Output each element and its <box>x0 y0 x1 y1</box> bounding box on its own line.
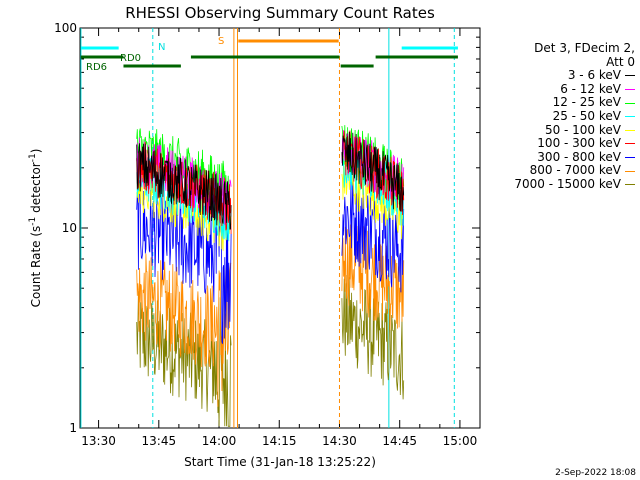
legend-label: 12 - 25 keV <box>552 95 621 110</box>
x-tick-label: 14:00 <box>202 434 237 448</box>
series-line-5 <box>341 130 405 216</box>
legend-header-line1: Det 3, FDecim 2, <box>534 41 635 55</box>
series-line-6 <box>341 177 405 293</box>
legend-entry: 3 - 6 keV <box>495 69 635 83</box>
x-tick-label: 14:30 <box>322 434 357 448</box>
legend-label: 6 - 12 keV <box>560 81 621 96</box>
legend-swatch <box>625 184 635 186</box>
x-tick-label: 14:15 <box>262 434 297 448</box>
N-label: N <box>158 42 165 53</box>
series-line-7 <box>136 253 232 407</box>
series-lines <box>136 125 405 427</box>
plot-frame <box>79 27 481 429</box>
legend-header-line2: Att 0 <box>606 54 635 69</box>
status-bars <box>80 39 458 68</box>
y-tick-label: 100 <box>54 21 77 35</box>
legend-label: 300 - 800 keV <box>537 149 621 164</box>
RD6-label: RD6 <box>86 62 107 73</box>
legend-label: 800 - 7000 keV <box>529 163 621 178</box>
legend-entry: 12 - 25 keV <box>495 96 635 110</box>
legend-swatch <box>625 89 635 91</box>
chart-title: RHESSI Observing Summary Count Rates <box>125 4 435 22</box>
legend: Det 3, FDecim 2, Att 0 3 - 6 keV 6 - 12 k… <box>495 41 635 192</box>
legend-swatch <box>625 102 635 104</box>
legend-entry: 25 - 50 keV <box>495 108 635 124</box>
legend-entry: 800 - 7000 keV <box>495 164 635 178</box>
axis-ticks: 13:30 13:45 14:00 14:15 14:30 14:45 15:00 1 10 10… <box>54 21 481 448</box>
legend-swatch <box>625 116 635 118</box>
legend-entry: 300 - 800 keV <box>495 149 635 165</box>
timestamp: 2-Sep-2022 18:08 <box>555 468 636 478</box>
x-tick-label: 13:45 <box>142 434 177 448</box>
legend-label: 100 - 300 keV <box>537 136 621 151</box>
x-tick-label: 13:30 <box>81 434 116 448</box>
series-line-8 <box>341 274 405 400</box>
legend-label: 25 - 50 keV <box>552 108 621 123</box>
legend-swatch <box>625 75 635 77</box>
legend-label: 50 - 100 keV <box>544 122 621 137</box>
y-tick-label: 1 <box>69 421 77 435</box>
x-tick-label: 14:45 <box>382 434 417 448</box>
legend-swatch <box>625 157 635 159</box>
series-line-7 <box>341 219 405 331</box>
legend-entry: 6 - 12 keV <box>495 81 635 97</box>
legend-entry: 50 - 100 keV <box>495 122 635 138</box>
legend-entry: 7000 - 15000 keV <box>495 176 635 192</box>
x-tick-label: 15:00 <box>443 434 478 448</box>
series-line-0 <box>341 131 405 212</box>
y-tick-label: 10 <box>62 221 77 235</box>
series-line-0 <box>136 143 232 230</box>
series-line-8 <box>136 291 232 427</box>
legend-label: 7000 - 15000 keV <box>514 176 621 191</box>
S-label: S <box>218 36 224 47</box>
legend-swatch <box>625 129 635 131</box>
legend-label: 3 - 6 keV <box>567 68 621 83</box>
RD0-label: RD0 <box>120 53 141 64</box>
y-axis-label: Count Rate (s-1 detector-1) <box>28 149 43 308</box>
legend-entry: 100 - 300 keV <box>495 137 635 151</box>
legend-swatch <box>625 143 635 145</box>
x-axis-label: Start Time (31-Jan-18 13:25:22) <box>184 455 376 469</box>
legend-swatch <box>625 170 635 172</box>
